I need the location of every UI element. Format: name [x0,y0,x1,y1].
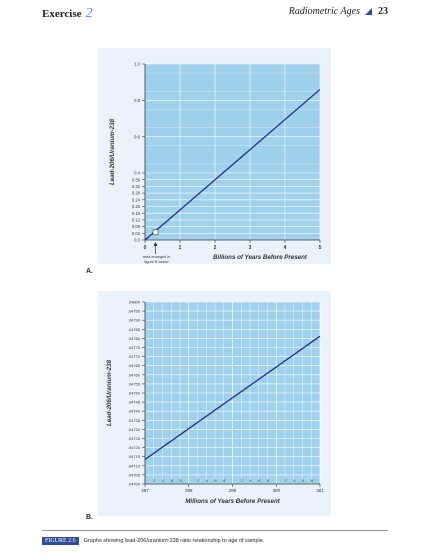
y-tick-label-b: .04720 [128,445,141,450]
series-line-a [144,88,321,241]
x-minor-tick-label-b: .6 [170,479,173,483]
caption-rule [42,530,388,531]
y-tick-label-a: 1.0 [134,62,140,67]
y-tick-label-a: 0.16 [132,211,141,216]
y-tick-label-b: .04735 [128,418,141,423]
x-tick-label-a: 0 [144,245,147,251]
x-minor-tick-label-b: .4 [161,479,164,483]
y-tick-label-a: 0.12 [132,218,141,223]
y-tick-label-b: .04765 [128,363,141,368]
y-tick-label-b: .04750 [128,391,141,396]
annotation-arrow-head [153,242,158,246]
x-minor-tick-label-b: .6 [214,479,217,483]
x-minor-tick-label-b: .4 [249,479,252,483]
x-tick-label-b: 301 [316,488,324,493]
triangle-icon [365,8,372,15]
series-line-b [144,335,321,460]
y-tick-label-b: .04780 [128,336,141,341]
exercise-label: Exercise [42,8,82,20]
y-tick-label-b: .04705 [128,472,141,477]
caption-text: Graphs showing lead-206/uranium-238 rati… [83,538,265,544]
y-tick-label-b: .04795 [128,309,141,314]
y-tick-label-a: 0.0 [134,238,140,243]
x-minor-tick-label-b: .8 [266,479,269,483]
y-tick-label-b: .04760 [128,372,141,377]
x-minor-tick-label-b: .6 [257,479,260,483]
y-axis-label-a: Lead-206/Uranium-238 [109,118,116,185]
chart-panel-a: 0.0 0.04 0.08 0.12 0.16 0.20 0.24 0.28 0.32 0.36 0… [98,48,331,264]
chart-a-svg: 0.00.040.080.120.160.200.240.280.320.360… [109,62,322,264]
x-tick-label-a: 1 [179,245,182,251]
annotation-text-line: figure B below [144,260,168,264]
x-tick-label-a: 2 [214,245,217,251]
x-minor-tick-label-b: .8 [310,479,313,483]
panel-label-b: B. [86,514,93,521]
highlight-box-a [152,229,159,236]
x-minor-tick-label-b: .8 [179,479,182,483]
y-tick-label-b: .04710 [128,463,141,468]
y-tick-label-b: .04745 [128,400,141,405]
page-number: 23 [378,6,388,17]
y-tick-label-b: .04715 [128,454,141,459]
annotation-text-line: area enlarged in [143,255,170,259]
y-tick-label-b: .04725 [128,436,141,441]
y-tick-label-a: 0.28 [132,191,141,196]
x-tick-label-b: 297 [141,488,149,493]
y-tick-label-b: .04790 [128,318,141,323]
chart-panel-b: .04700 .04705 .04710 .04715 .04720 .04725 .047… [98,291,331,516]
x-tick-label-a: 3 [249,245,252,251]
figure-tag: FIGURE 2.6 [42,537,79,545]
y-axis-label-b: Lead-206/Uranium-238 [106,359,113,426]
y-tick-label-a: 0.24 [132,197,141,202]
plot-area-a [145,64,320,240]
x-minor-tick-label-b: .4 [205,479,208,483]
running-head: Radiometric Ages 23 [289,6,388,17]
y-tick-label-b: .04730 [128,427,141,432]
y-tick-label-a: 0.20 [132,204,141,209]
y-tick-label-a: 0.04 [132,231,141,236]
x-minor-tick-label-b: .2 [284,479,287,483]
exercise-number: 2 [85,6,93,21]
figure-caption: FIGURE 2.6 Graphs showing lead-206/uraniu… [42,537,264,545]
panel-label-a: A. [86,268,93,275]
x-minor-tick-label-b: .8 [222,479,225,483]
chart-b-svg: .04700 .04705 .04710 .04715 .04720 .04725 .047… [106,300,324,506]
exercise-heading: Exercise 2 [42,6,93,22]
x-tick-label-a: 4 [284,245,287,251]
y-tick-label-b: .04775 [128,345,141,350]
y-tick-label-a: 0.4 [134,171,140,176]
y-tick-label-a: 0.8 [134,98,140,103]
y-tick-label-b: .04700 [128,482,141,487]
x-axis-label-a: Billions of Years Before Present [213,254,308,261]
x-minor-tick-label-b: .2 [240,479,243,483]
y-tick-label-b: .04770 [128,354,141,359]
x-minor-tick-label-b: .4 [292,479,295,483]
y-tick-label-a: 0.6 [134,134,140,139]
x-tick-label-a: 5 [319,245,322,251]
x-minor-tick-label-b: .2 [196,479,199,483]
y-tick-label-b: .04785 [128,327,141,332]
y-tick-label-a: 0.32 [132,184,141,189]
y-tick-label-b: .04755 [128,381,141,386]
x-minor-tick-label-b: .6 [301,479,304,483]
y-tick-label-b: .04800 [128,300,141,305]
y-tick-label-b: .04740 [128,409,141,414]
x-tick-label-b: 299 [229,488,237,493]
x-minor-tick-label-b: .2 [152,479,155,483]
x-tick-label-b: 300 [273,488,281,493]
y-tick-label-a: 0.08 [132,224,141,229]
x-tick-label-b: 298 [185,488,193,493]
x-axis-label-b: Millions of Years Before Present [185,498,281,505]
y-tick-label-a: 0.36 [132,177,141,182]
running-head-title: Radiometric Ages [288,6,360,17]
